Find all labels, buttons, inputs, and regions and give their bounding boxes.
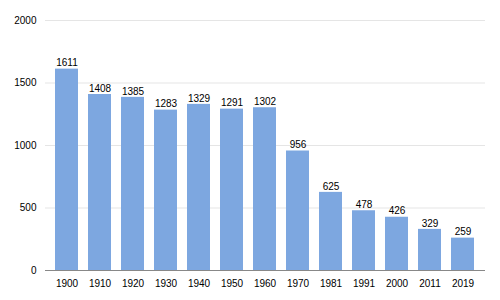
svg-text:1329: 1329 (188, 93, 211, 104)
svg-text:2000: 2000 (14, 15, 37, 26)
svg-text:956: 956 (290, 139, 307, 150)
svg-text:1910: 1910 (89, 278, 112, 289)
svg-text:1291: 1291 (221, 97, 244, 108)
svg-text:1960: 1960 (254, 278, 277, 289)
svg-text:1611: 1611 (56, 57, 78, 68)
svg-text:1981: 1981 (320, 278, 343, 289)
svg-text:1000: 1000 (14, 140, 37, 151)
svg-text:1920: 1920 (122, 278, 145, 289)
svg-text:1900: 1900 (56, 278, 79, 289)
svg-text:2019: 2019 (452, 278, 475, 289)
svg-text:259: 259 (455, 226, 472, 237)
svg-text:478: 478 (356, 199, 373, 210)
svg-text:1930: 1930 (155, 278, 178, 289)
svg-text:1283: 1283 (155, 98, 178, 109)
svg-text:1408: 1408 (89, 83, 112, 94)
svg-text:625: 625 (323, 181, 340, 192)
svg-text:2000: 2000 (386, 278, 409, 289)
svg-text:1385: 1385 (122, 86, 145, 97)
svg-text:1950: 1950 (221, 278, 244, 289)
svg-text:1500: 1500 (14, 77, 37, 88)
svg-text:1302: 1302 (254, 96, 277, 107)
svg-text:1940: 1940 (188, 278, 211, 289)
svg-text:1970: 1970 (287, 278, 310, 289)
svg-text:0: 0 (31, 265, 37, 276)
svg-text:500: 500 (20, 202, 37, 213)
svg-text:1991: 1991 (353, 278, 376, 289)
svg-text:426: 426 (389, 205, 406, 216)
svg-text:2011: 2011 (419, 278, 441, 289)
svg-text:329: 329 (422, 218, 439, 229)
